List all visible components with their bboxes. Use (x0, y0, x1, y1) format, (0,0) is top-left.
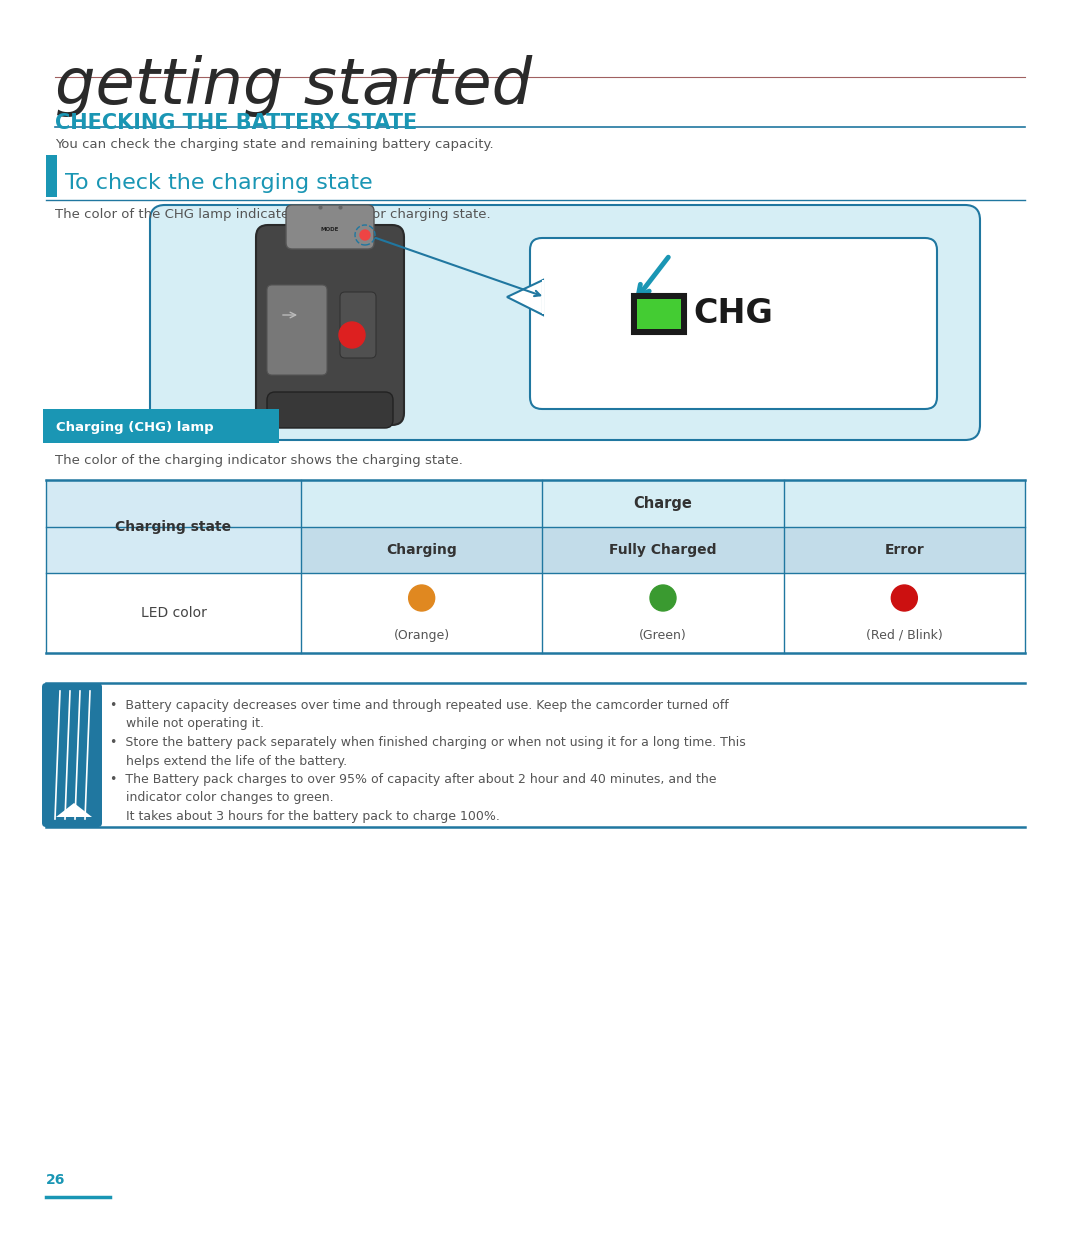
Text: (Red / Blink): (Red / Blink) (866, 629, 943, 642)
Text: Charging (CHG) lamp: Charging (CHG) lamp (56, 420, 214, 433)
Polygon shape (542, 280, 544, 314)
Circle shape (650, 585, 676, 611)
Text: The color of the charging indicator shows the charging state.: The color of the charging indicator show… (55, 454, 463, 467)
FancyBboxPatch shape (340, 291, 376, 358)
Text: indicator color changes to green.: indicator color changes to green. (110, 792, 334, 804)
FancyBboxPatch shape (256, 225, 404, 425)
Text: •  The Battery pack charges to over 95% of capacity after about 2 hour and 40 mi: • The Battery pack charges to over 95% o… (110, 773, 716, 785)
FancyBboxPatch shape (267, 285, 327, 375)
Text: Error: Error (885, 543, 924, 557)
Text: Fully Charged: Fully Charged (609, 543, 717, 557)
Text: To check the charging state: To check the charging state (65, 173, 373, 193)
Text: You can check the charging state and remaining battery capacity.: You can check the charging state and rem… (55, 138, 494, 151)
Text: CHECKING THE BATTERY STATE: CHECKING THE BATTERY STATE (55, 112, 417, 133)
FancyBboxPatch shape (46, 573, 1025, 653)
Text: The color of the CHG lamp indicates the power or charging state.: The color of the CHG lamp indicates the … (55, 207, 490, 221)
Text: CHG: CHG (693, 298, 773, 331)
FancyBboxPatch shape (530, 238, 937, 409)
Text: (Green): (Green) (639, 629, 687, 642)
Circle shape (891, 585, 917, 611)
Text: (Orange): (Orange) (393, 629, 449, 642)
FancyBboxPatch shape (43, 409, 279, 443)
Circle shape (408, 585, 434, 611)
FancyBboxPatch shape (632, 294, 686, 333)
Text: MODE: MODE (321, 226, 339, 231)
Polygon shape (56, 803, 92, 818)
FancyBboxPatch shape (301, 527, 1025, 573)
Text: Charging state: Charging state (116, 520, 231, 534)
Polygon shape (507, 280, 543, 315)
FancyBboxPatch shape (46, 156, 57, 198)
FancyBboxPatch shape (46, 480, 1025, 573)
Text: helps extend the life of the battery.: helps extend the life of the battery. (110, 755, 347, 767)
Text: Charging: Charging (387, 543, 457, 557)
FancyBboxPatch shape (42, 683, 102, 827)
FancyBboxPatch shape (267, 391, 393, 429)
Text: getting started: getting started (55, 56, 532, 117)
Text: It takes about 3 hours for the battery pack to charge 100%.: It takes about 3 hours for the battery p… (110, 810, 500, 823)
Text: •  Store the battery pack separately when finished charging or when not using it: • Store the battery pack separately when… (110, 736, 746, 748)
Text: Charge: Charge (634, 496, 692, 511)
FancyBboxPatch shape (286, 205, 374, 249)
FancyBboxPatch shape (637, 299, 681, 329)
Text: 26: 26 (46, 1173, 66, 1187)
Circle shape (339, 322, 365, 348)
FancyBboxPatch shape (301, 480, 1025, 527)
Text: •  Battery capacity decreases over time and through repeated use. Keep the camco: • Battery capacity decreases over time a… (110, 699, 729, 713)
Text: while not operating it.: while not operating it. (110, 718, 264, 730)
FancyBboxPatch shape (46, 480, 301, 573)
Circle shape (360, 230, 370, 240)
FancyBboxPatch shape (150, 205, 980, 440)
Text: LED color: LED color (140, 606, 206, 620)
